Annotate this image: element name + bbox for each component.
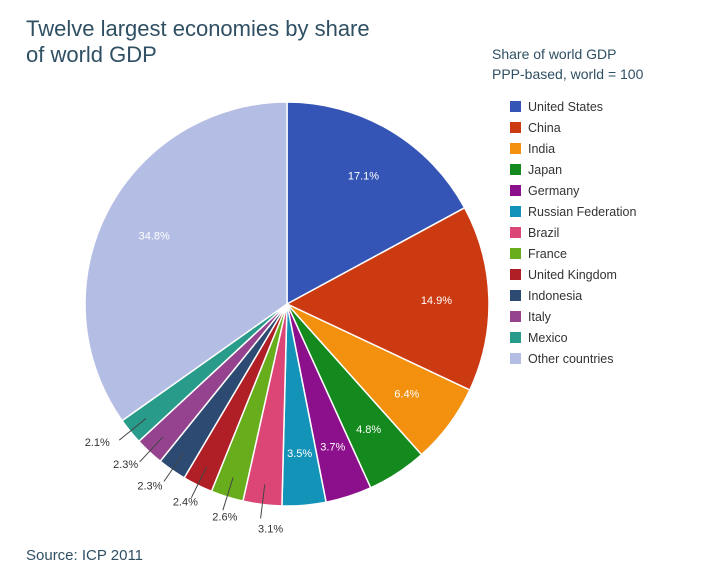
legend-swatch (510, 101, 521, 112)
data-label-china: 14.9% (421, 295, 452, 307)
legend-label: Mexico (528, 330, 568, 345)
legend-item-germany: Germany (510, 180, 710, 201)
legend-label: India (528, 141, 556, 156)
legend-label: Japan (528, 162, 563, 177)
legend-label: Other countries (528, 351, 614, 366)
legend-swatch (510, 164, 521, 175)
data-label-italy: 2.3% (113, 459, 138, 471)
legend-swatch (510, 290, 521, 301)
legend-swatch (510, 332, 521, 343)
legend-label: United States (528, 99, 604, 114)
data-label-brazil: 3.1% (258, 523, 283, 535)
legend-swatch (510, 248, 521, 259)
legend-label: United Kingdom (528, 267, 617, 282)
legend-item-italy: Italy (510, 306, 710, 327)
leader-line-france (222, 477, 234, 511)
leader-line-italy (139, 436, 164, 463)
legend-item-russian-federation: Russian Federation (510, 201, 710, 222)
data-label-other-countries: 34.8% (139, 230, 170, 242)
legend-swatch (510, 227, 521, 238)
legend-item-other-countries: Other countries (510, 348, 710, 369)
legend-item-india: India (510, 138, 710, 159)
legend-item-china: China (510, 117, 710, 138)
legend: United States China India Japan Germany Russi… (510, 96, 710, 369)
legend-item-japan: Japan (510, 159, 710, 180)
legend-item-indonesia: Indonesia (510, 285, 710, 306)
legend-item-mexico: Mexico (510, 327, 710, 348)
data-label-united-kingdom: 2.4% (173, 497, 198, 509)
legend-label: Indonesia (528, 288, 583, 303)
pie-slice-china (285, 206, 490, 392)
source-note: Source: ICP 2011 (26, 547, 144, 564)
data-label-mexico: 2.1% (85, 437, 110, 449)
legend-swatch (510, 122, 521, 133)
legend-swatch (510, 143, 521, 154)
pie-slice-other-countries (84, 101, 288, 422)
legend-swatch (510, 185, 521, 196)
pie-slice-united-states (286, 101, 466, 306)
legend-title-line-1: Share of world GDP (492, 46, 617, 62)
legend-label: Russian Federation (528, 204, 637, 219)
data-label-india: 6.4% (394, 388, 419, 400)
legend-item-brazil: Brazil (510, 222, 710, 243)
data-label-indonesia: 2.3% (137, 480, 162, 492)
legend-label: China (528, 120, 561, 135)
legend-item-united-kingdom: United Kingdom (510, 264, 710, 285)
leader-line-brazil (260, 484, 266, 519)
legend-item-united-states: United States (510, 96, 710, 117)
chart-title: Twelve largest economies by share of wor… (26, 16, 426, 68)
legend-item-france: France (510, 243, 710, 264)
legend-swatch (510, 269, 521, 280)
chart-title-line-2: of world GDP (26, 42, 157, 67)
legend-label: France (528, 246, 567, 261)
data-label-france: 2.6% (212, 511, 237, 523)
legend-title: Share of world GDP PPP-based, world = 10… (492, 44, 712, 84)
data-label-germany: 3.7% (320, 441, 345, 453)
legend-title-line-2: PPP-based, world = 100 (492, 66, 644, 82)
chart-title-line-1: Twelve largest economies by share (26, 16, 370, 41)
legend-label: Brazil (528, 225, 560, 240)
data-label-japan: 4.8% (356, 424, 381, 436)
leader-line-mexico (118, 418, 147, 441)
legend-swatch (510, 311, 521, 322)
legend-label: Italy (528, 309, 551, 324)
data-label-russian-federation: 3.5% (287, 448, 312, 460)
legend-label: Germany (528, 183, 580, 198)
data-label-united-states: 17.1% (348, 171, 379, 183)
leader-line-united-kingdom (190, 466, 207, 498)
legend-swatch (510, 206, 521, 217)
legend-swatch (510, 353, 521, 364)
leader-line-indonesia (163, 453, 184, 482)
